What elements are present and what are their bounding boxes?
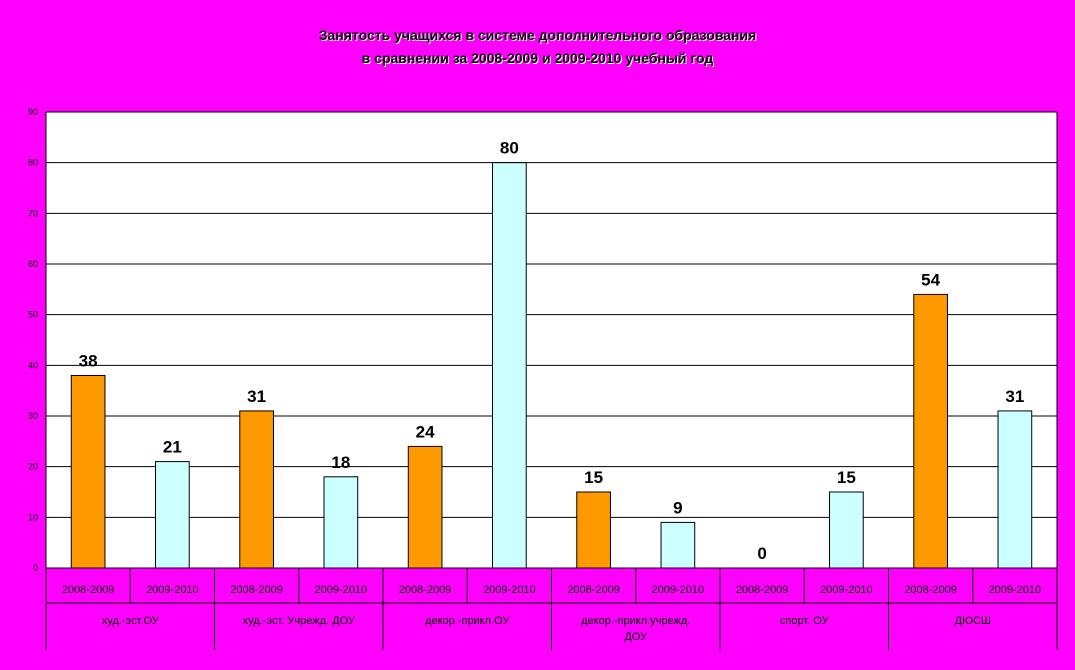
bar [407,445,443,569]
data-label: 18 [331,453,350,472]
data-label: 0 [757,544,766,563]
data-label: 9 [673,498,682,517]
x-tick-label: 2009-2010 [146,584,199,596]
y-tick-label: 80 [28,158,38,168]
group-label: худ.-эст.ОУ [102,615,160,627]
group-label: декор.-прикл.учрежд. ДОУ [581,615,690,643]
x-tick-label: 2009-2010 [315,584,368,596]
gridlines [46,111,1057,569]
bar [997,410,1033,569]
data-label: 24 [416,422,435,441]
y-tick-label: 30 [28,411,38,421]
y-tick-label: 70 [28,208,38,218]
chart-title-line1: Занятость учащихся в системе дополнитель… [318,27,757,43]
group-label: ДЮСШ [955,615,991,627]
plot-area [46,112,1057,568]
bar [70,374,106,569]
bar [323,476,359,569]
y-tick-label: 60 [28,259,38,269]
bar [913,293,948,569]
bar [660,521,696,569]
chart-title: Занятость учащихся в системе дополнитель… [0,24,1075,70]
data-label: 15 [584,468,603,487]
y-tick-label: 90 [28,107,38,117]
bar [239,410,274,569]
y-tick-label: 0 [33,563,38,573]
bar [576,491,611,569]
group-label: спорт. ОУ [780,615,830,627]
bars [70,162,1033,569]
x-tick-label: 2009-2010 [483,584,536,596]
x-tick-label: 2008-2009 [230,584,283,596]
x-tick-label: 2009-2010 [989,584,1042,596]
bar [492,162,527,569]
group-label: худ.-эст. Учрежд. ДОУ [243,615,356,627]
data-label: 54 [921,270,940,289]
bar [155,461,190,569]
x-tick-label: 2008-2009 [736,584,789,596]
data-labels: 38 21 31 18 24 80 15 9 0 15 54 31 [79,139,1025,563]
chart-subtitle: в сравнении за 2008-2009 и 2009-2010 уче… [361,50,714,66]
y-tick-label: 50 [28,310,38,320]
group-label: декор.-прикл.ОУ [425,615,510,627]
bar [829,491,864,569]
x-tick-label: 2008-2009 [62,584,115,596]
x-tick-label: 2008-2009 [904,584,957,596]
data-label: 38 [79,351,98,370]
y-tick-label: 20 [28,462,38,472]
x-tick-label: 2009-2010 [820,584,873,596]
y-tick-label: 40 [28,360,38,370]
data-label: 80 [500,139,519,158]
data-label: 21 [163,438,182,457]
y-tick-label: 10 [28,512,38,522]
x-tick-label: 2008-2009 [399,584,452,596]
data-label: 31 [247,387,266,406]
x-tick-label: 2008-2009 [567,584,620,596]
data-label: 31 [1005,387,1024,406]
data-label: 15 [837,468,856,487]
x-tick-label: 2009-2010 [652,584,705,596]
